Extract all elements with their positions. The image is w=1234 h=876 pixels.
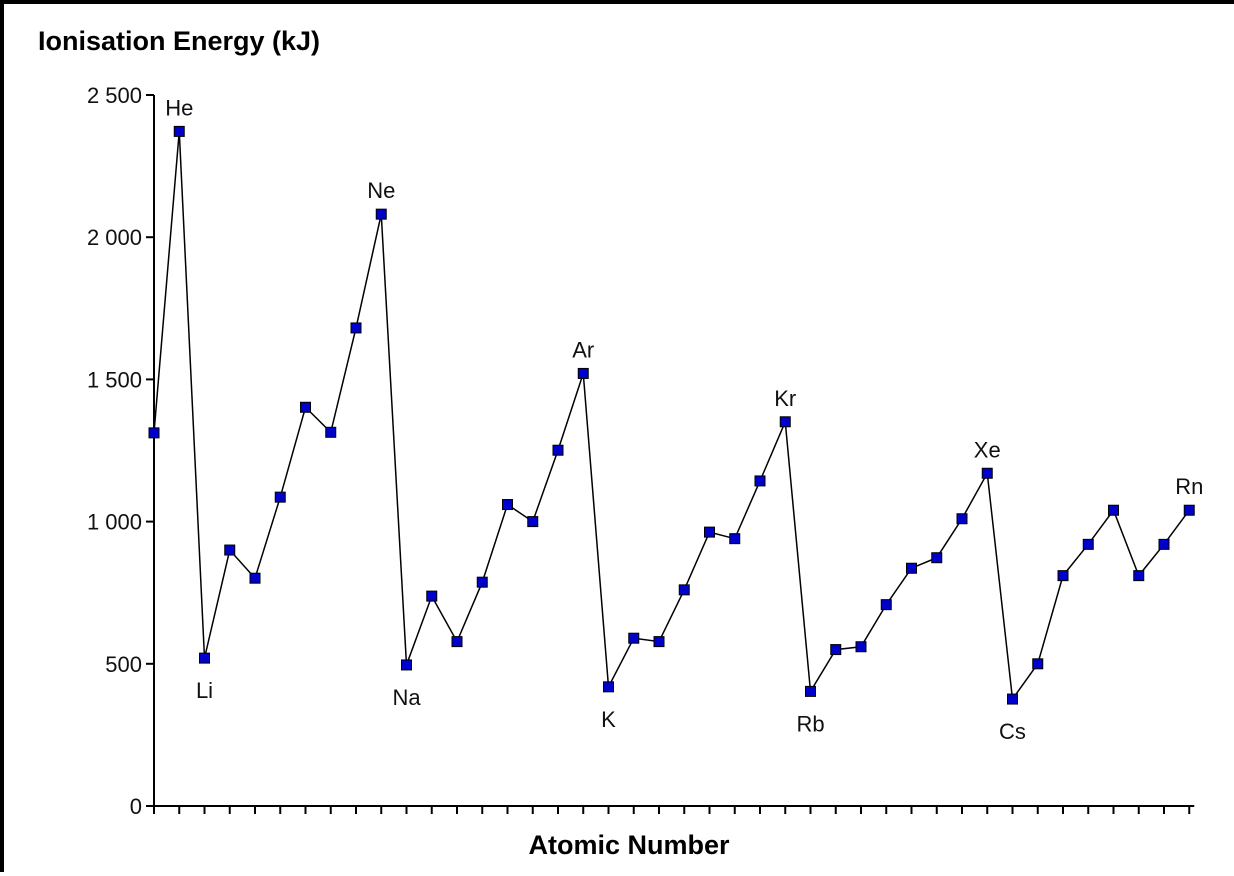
plot-area: 0 500 1 000 1 500 2 000 2 500 He Li Ne Na Ar K Kr Rb X…	[87, 83, 1203, 819]
y-tick-label: 1 500	[87, 367, 142, 392]
data-point	[527, 516, 539, 528]
data-point	[653, 636, 665, 648]
data-point	[805, 685, 816, 697]
data-point	[981, 467, 993, 479]
data-point	[1183, 504, 1195, 516]
data-point	[1108, 504, 1119, 516]
data-point	[603, 681, 614, 693]
element-label-rn: Rn	[1175, 474, 1203, 499]
element-label-he: He	[165, 95, 193, 120]
element-label-kr: Kr	[774, 386, 796, 411]
data-point	[880, 599, 892, 611]
data-point	[1158, 538, 1170, 550]
data-point	[1007, 693, 1018, 705]
series-line	[153, 131, 1190, 702]
data-point	[249, 572, 261, 584]
element-label-ne: Ne	[367, 178, 395, 203]
data-point	[426, 590, 438, 602]
data-point	[956, 513, 968, 525]
data-point	[401, 659, 412, 671]
data-point	[300, 401, 311, 413]
data-point	[678, 584, 690, 596]
data-point	[476, 576, 488, 588]
element-label-li: Li	[196, 678, 213, 703]
data-point	[224, 544, 236, 556]
y-tick-label: 0	[130, 794, 142, 819]
data-point	[1057, 570, 1069, 582]
data-point	[350, 322, 362, 334]
y-tick-label: 500	[105, 652, 142, 677]
data-point	[754, 475, 766, 487]
data-point	[906, 562, 917, 574]
data-point	[830, 644, 842, 656]
data-point	[325, 426, 337, 438]
data-point	[704, 526, 715, 538]
data-point	[502, 499, 513, 511]
data-point	[1133, 570, 1145, 582]
data-point	[199, 652, 210, 664]
chart-title: Ionisation Energy (kJ)	[38, 26, 321, 56]
data-point	[855, 641, 867, 653]
data-point	[552, 444, 564, 456]
y-tick-label: 1 000	[87, 510, 142, 535]
data-point	[173, 125, 185, 137]
element-label-rb: Rb	[796, 711, 824, 736]
y-tick-label: 2 500	[87, 83, 142, 108]
y-tick-label: 2 000	[87, 225, 142, 250]
x-axis-label: Atomic Number	[528, 830, 730, 860]
data-point	[274, 491, 286, 503]
data-point	[931, 552, 943, 564]
data-point	[148, 427, 160, 439]
element-label-ar: Ar	[572, 337, 594, 362]
data-point	[729, 533, 741, 545]
data-point	[779, 416, 791, 428]
element-label-xe: Xe	[974, 437, 1001, 462]
data-point	[628, 632, 640, 644]
element-label-k: K	[601, 707, 616, 732]
data-point	[1082, 538, 1094, 550]
element-label-cs: Cs	[999, 719, 1026, 744]
data-point	[451, 636, 463, 648]
element-label-na: Na	[392, 685, 421, 710]
data-point	[577, 367, 589, 379]
data-point	[375, 208, 387, 220]
data-point	[1032, 658, 1044, 670]
